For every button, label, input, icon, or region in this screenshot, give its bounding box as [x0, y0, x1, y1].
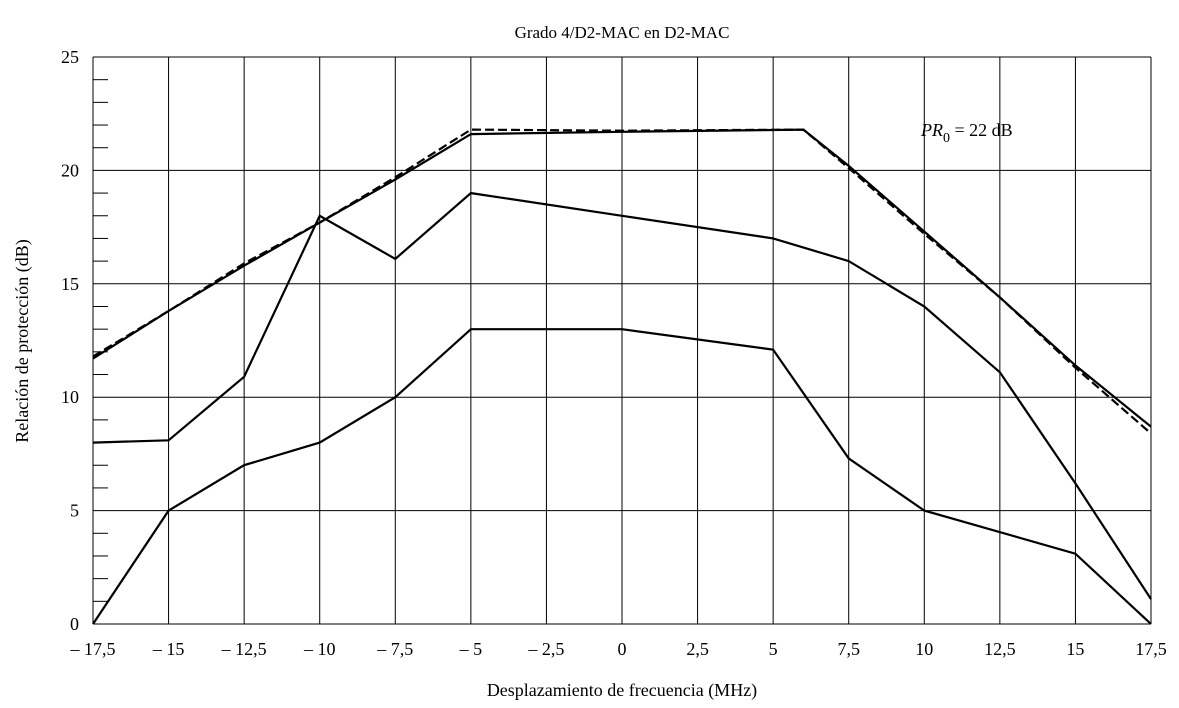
x-tick-label: – 17,5 — [70, 639, 116, 659]
y-minor-ticks — [93, 79, 108, 602]
x-tick-label: 2,5 — [686, 639, 709, 659]
pr0-annotation-prefix: PR — [920, 120, 943, 140]
y-tick-label: 10 — [61, 387, 79, 407]
pr0-annotation: PR0 = 22 dB — [920, 120, 1013, 146]
y-tick-labels: 0 5 10 15 20 25 — [61, 47, 79, 634]
x-tick-label: 17,5 — [1135, 639, 1167, 659]
pr0-annotation-suffix: = 22 dB — [950, 120, 1013, 140]
y-tick-label: 0 — [70, 614, 79, 634]
x-tick-label: – 15 — [152, 639, 185, 659]
y-tick-label: 25 — [61, 47, 79, 67]
x-tick-label: 12,5 — [984, 639, 1016, 659]
series-lines — [92, 128, 1152, 625]
y-tick-label: 15 — [61, 274, 79, 294]
x-tick-label: 15 — [1066, 639, 1084, 659]
x-tick-label: – 7,5 — [376, 639, 413, 659]
chart-title: Grado 4/D2-MAC en D2-MAC — [515, 23, 730, 42]
series-line-2 — [92, 128, 1152, 428]
y-tick-label: 20 — [61, 160, 79, 180]
x-tick-label: 5 — [769, 639, 778, 659]
x-tick-label: – 12,5 — [221, 639, 267, 659]
x-tick-labels: – 17,5 – 15 – 12,5 – 10 – 7,5 – 5 – 2,5 0 2,5 5 7,… — [70, 639, 1167, 659]
x-tick-label: – 2,5 — [527, 639, 564, 659]
series-line-4 — [92, 328, 1152, 625]
series-line-3 — [92, 191, 1152, 600]
pr0-annotation-subscript: 0 — [943, 131, 950, 146]
x-tick-label: – 5 — [459, 639, 483, 659]
x-tick-label: 0 — [618, 639, 627, 659]
y-axis-title: Relación de protección (dB) — [12, 239, 33, 442]
grid — [92, 56, 1152, 625]
x-tick-label: – 10 — [303, 639, 336, 659]
x-tick-label: 10 — [915, 639, 933, 659]
x-axis-title: Desplazamiento de frecuencia (MHz) — [487, 680, 757, 701]
x-tick-label: 7,5 — [837, 639, 860, 659]
y-tick-label: 5 — [70, 501, 79, 521]
